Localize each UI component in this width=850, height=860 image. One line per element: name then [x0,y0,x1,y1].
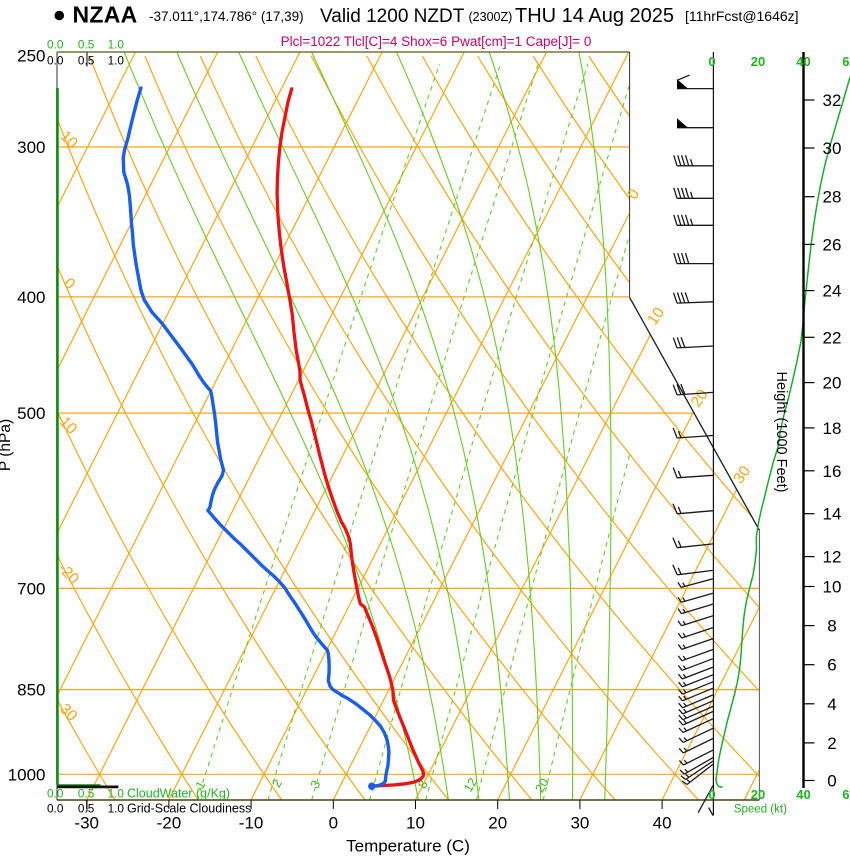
svg-text:Height (1000 Feet): Height (1000 Feet) [773,372,789,493]
svg-text:250: 250 [17,47,45,66]
svg-text:10: 10 [406,814,425,833]
svg-text:300: 300 [17,138,45,157]
svg-text:24: 24 [823,282,842,301]
svg-text:0.0: 0.0 [47,802,64,816]
svg-text:20: 20 [532,776,551,795]
svg-text:CloudWater (g/Kg): CloudWater (g/Kg) [127,787,230,801]
svg-text:2: 2 [827,734,836,753]
svg-text:1000: 1000 [8,765,46,784]
svg-text:0.5: 0.5 [78,38,95,52]
svg-text:0: 0 [708,787,715,802]
svg-text:-20: -20 [157,814,182,833]
svg-text:0.5: 0.5 [78,802,95,816]
svg-text:Valid 1200 NZDT: Valid 1200 NZDT [320,6,465,27]
svg-text:-10: -10 [239,814,264,833]
svg-text:40: 40 [796,54,810,69]
svg-text:0.0: 0.0 [47,787,64,801]
svg-text:8: 8 [827,617,836,636]
svg-text:20: 20 [751,54,765,69]
svg-text:26: 26 [823,235,842,254]
svg-text:P (hPa): P (hPa) [0,419,14,471]
svg-text:Grid-Scale Cloudiness: Grid-Scale Cloudiness [127,802,251,816]
svg-text:1.0: 1.0 [108,787,125,801]
svg-text:30: 30 [823,139,842,158]
svg-text:850: 850 [17,681,45,700]
svg-text:THU 14 Aug 2025: THU 14 Aug 2025 [515,5,674,27]
svg-text:NZAA: NZAA [73,2,138,28]
svg-text:22: 22 [823,328,842,347]
svg-text:-30: -30 [74,814,99,833]
svg-text:12: 12 [823,548,842,567]
svg-text:0: 0 [708,54,715,69]
svg-text:[11hrFcst@1646z]: [11hrFcst@1646z] [685,8,799,24]
svg-text:1.0: 1.0 [108,54,125,68]
svg-text:Temperature (C): Temperature (C) [346,837,470,856]
svg-text:20: 20 [751,787,765,802]
svg-text:500: 500 [17,404,45,423]
svg-text:32: 32 [823,91,842,110]
svg-text:0: 0 [329,814,338,833]
svg-text:40: 40 [796,787,810,802]
svg-text:20: 20 [823,374,842,393]
svg-text:700: 700 [17,579,45,598]
svg-text:28: 28 [823,188,842,207]
svg-text:1.0: 1.0 [108,802,125,816]
svg-text:0.0: 0.0 [47,38,64,52]
svg-text:0.0: 0.0 [47,54,64,68]
svg-text:0: 0 [827,772,836,791]
svg-text:4: 4 [827,695,836,714]
svg-text:0.5: 0.5 [78,787,95,801]
svg-text:30: 30 [570,814,589,833]
svg-text:16: 16 [823,462,842,481]
svg-text:14: 14 [823,505,842,524]
svg-text:-37.011°,174.786° (17,39): -37.011°,174.786° (17,39) [149,9,304,24]
svg-text:400: 400 [17,288,45,307]
svg-text:Plcl=1022 Tlcl[C]=4 Shox=6 Pwa: Plcl=1022 Tlcl[C]=4 Shox=6 Pwat[cm]=1 Ca… [281,34,592,49]
svg-text:40: 40 [653,814,672,833]
svg-text:12: 12 [461,775,480,794]
svg-text:20: 20 [488,814,507,833]
svg-text:6: 6 [827,656,836,675]
svg-text:60: 60 [842,54,850,69]
svg-text:1.0: 1.0 [108,38,125,52]
svg-text:60: 60 [842,787,850,802]
svg-text:18: 18 [823,419,842,438]
svg-text:0.5: 0.5 [78,54,95,68]
svg-text:(2300Z): (2300Z) [469,10,513,24]
svg-text:10: 10 [823,578,842,597]
svg-text:Speed (kt): Speed (kt) [734,804,787,816]
